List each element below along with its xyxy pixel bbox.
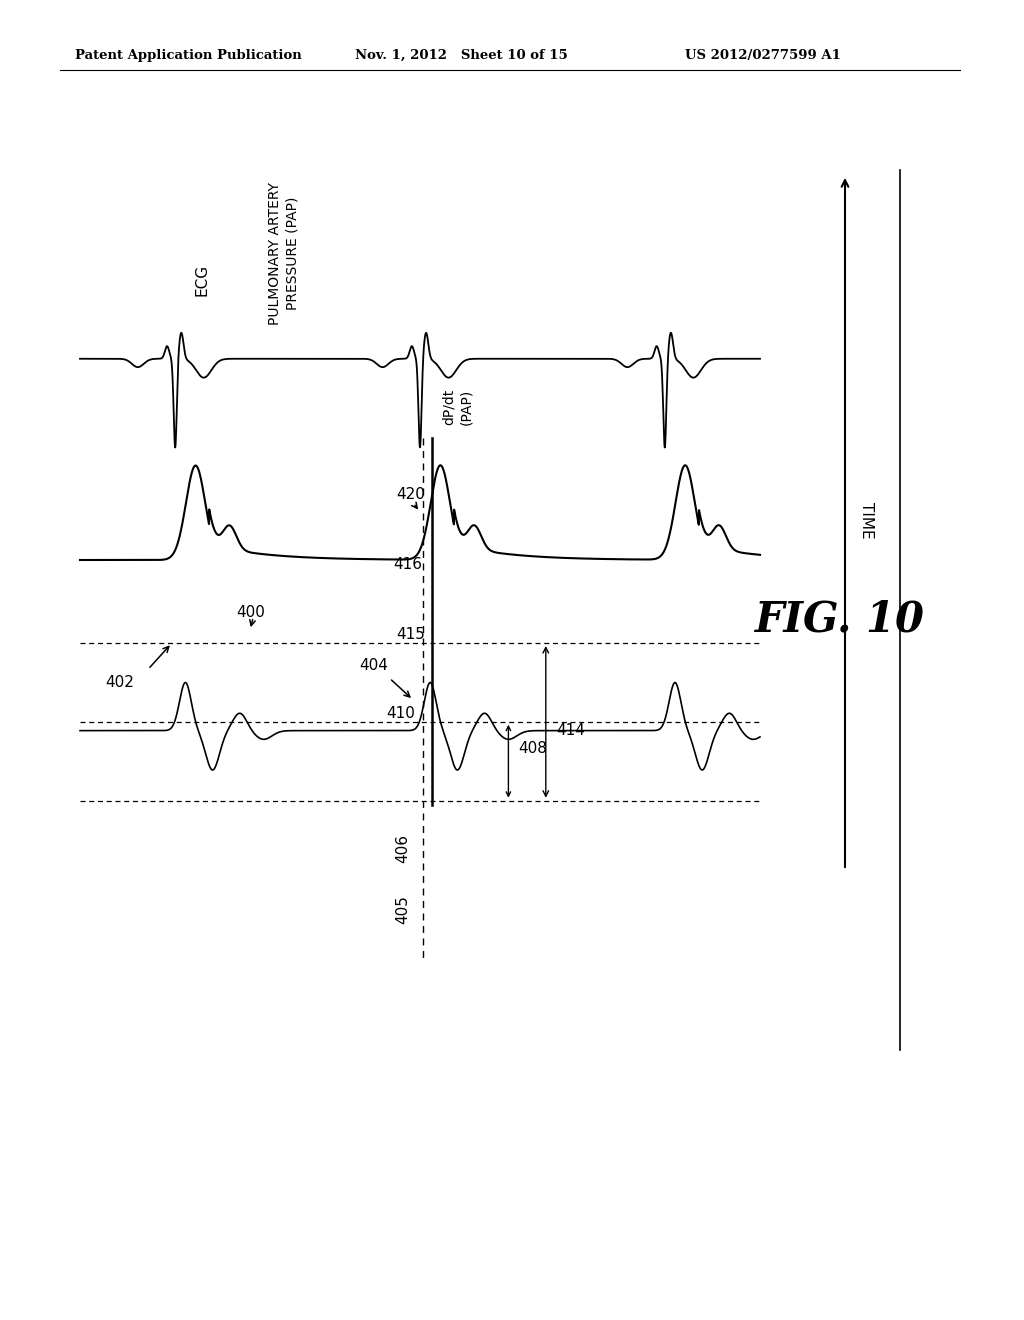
Text: Patent Application Publication: Patent Application Publication bbox=[75, 49, 302, 62]
Text: 404: 404 bbox=[358, 657, 388, 672]
Text: US 2012/0277599 A1: US 2012/0277599 A1 bbox=[685, 49, 841, 62]
Text: 420: 420 bbox=[396, 487, 425, 502]
Text: 400: 400 bbox=[237, 605, 265, 620]
Text: FIG. 10: FIG. 10 bbox=[755, 599, 925, 642]
Text: 408: 408 bbox=[518, 741, 548, 755]
Text: 405: 405 bbox=[395, 895, 411, 924]
Text: 415: 415 bbox=[396, 627, 425, 642]
Text: TIME: TIME bbox=[859, 502, 874, 539]
Text: 402: 402 bbox=[105, 675, 134, 690]
Text: 410: 410 bbox=[386, 706, 415, 721]
Text: 414: 414 bbox=[556, 723, 585, 738]
Text: PULMONARY ARTERY
PRESSURE (PAP): PULMONARY ARTERY PRESSURE (PAP) bbox=[268, 182, 300, 325]
Text: 406: 406 bbox=[395, 834, 411, 863]
Text: Nov. 1, 2012   Sheet 10 of 15: Nov. 1, 2012 Sheet 10 of 15 bbox=[355, 49, 567, 62]
Text: ECG: ECG bbox=[195, 264, 210, 296]
Text: 416: 416 bbox=[393, 557, 422, 572]
Text: dP/dt
(PAP): dP/dt (PAP) bbox=[441, 389, 473, 425]
